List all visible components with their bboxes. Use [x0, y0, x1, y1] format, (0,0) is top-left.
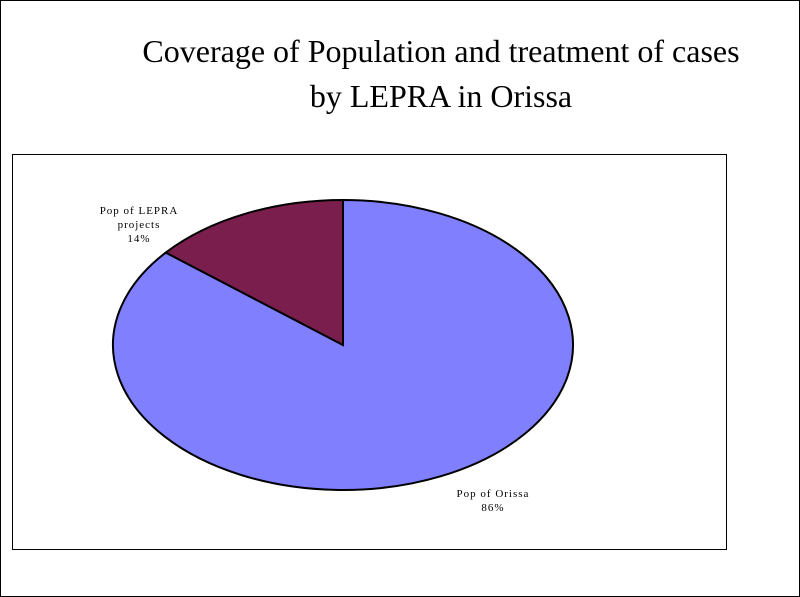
chart-frame: Pop of LEPRA projects 14% Pop of Orissa 86% [12, 154, 727, 550]
label-pop-of-lepra-projects: Pop of LEPRA projects 14% [100, 205, 179, 245]
label-pop-of-orissa: Pop of Orissa 86% [457, 488, 530, 514]
pie-chart: Pop of LEPRA projects 14% Pop of Orissa 86% [100, 198, 574, 514]
slice-pop-of-lepra-projects [163, 198, 344, 347]
chart-title: Coverage of Population and treatment of … [142, 33, 740, 114]
